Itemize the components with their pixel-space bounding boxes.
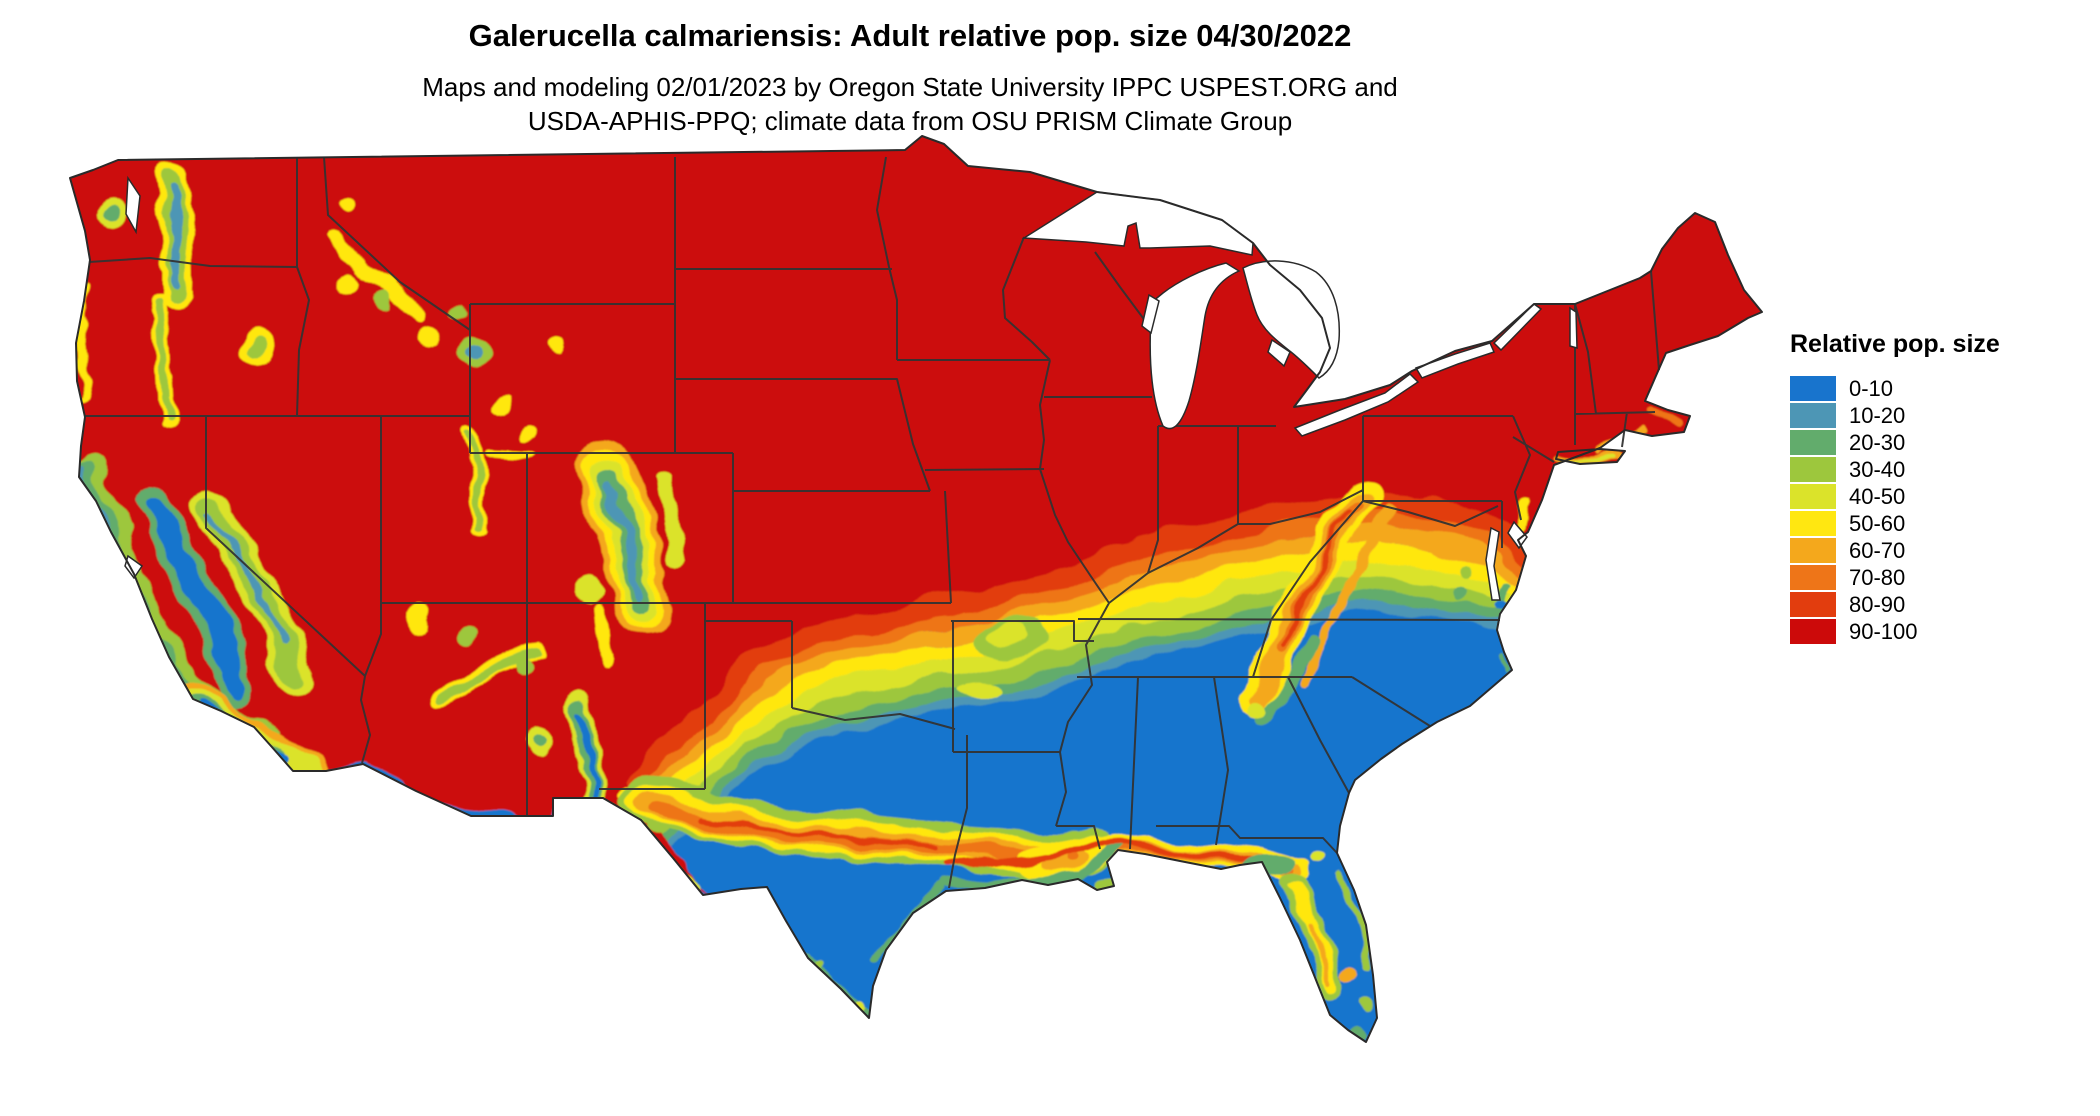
legend-label: 10-20 [1849, 402, 1906, 428]
legend-swatch [1790, 619, 1836, 644]
legend-label: 20-30 [1849, 429, 1906, 455]
legend-item: 90-100 [1790, 618, 2090, 645]
lake-erie [1293, 373, 1420, 437]
legend-swatch [1790, 457, 1836, 482]
legend-item: 70-80 [1790, 564, 2090, 591]
legend-swatch [1790, 592, 1836, 617]
legend-label: 60-70 [1849, 537, 1906, 563]
appalachian-band [1237, 481, 1397, 727]
puget-sound [125, 175, 141, 235]
legend-item: 30-40 [1790, 456, 2090, 483]
legend-label: 0-10 [1849, 375, 1894, 401]
legend-label: 50-60 [1849, 510, 1906, 536]
legend-label: 80-90 [1849, 591, 1906, 617]
page-title: Galerucella calmariensis: Adult relative… [468, 18, 1352, 53]
legend-swatch [1790, 511, 1836, 536]
san-francisco-bay [124, 554, 144, 580]
delaware-bay [1507, 520, 1528, 550]
legend-swatch [1790, 484, 1836, 509]
lake-ontario [1414, 342, 1496, 379]
subtitle-line-1: Maps and modeling 02/01/2023 by Oregon S… [422, 72, 1398, 102]
legend-swatch [1790, 538, 1836, 563]
legend-item: 0-10 [1790, 375, 2090, 402]
legend-items: 0-10 10-20 20-30 30-40 40-50 50-60 60-70 70-80 8… [1790, 375, 2090, 645]
legend-label: 90-100 [1849, 618, 1918, 644]
population-color-field [70, 136, 1762, 1042]
saginaw-bay [1267, 338, 1291, 368]
header: Galerucella calmariensis: Adult relative… [0, 18, 1820, 139]
legend-swatch [1790, 403, 1836, 428]
legend-item: 10-20 [1790, 402, 2090, 429]
state-borders [84, 156, 1660, 889]
great-lakes [124, 175, 1578, 601]
legend-label: 70-80 [1849, 564, 1906, 590]
us-outline [69, 135, 1763, 1043]
legend-swatch [1790, 430, 1836, 455]
legend-label: 30-40 [1849, 456, 1906, 482]
chesapeake-bay [1485, 526, 1501, 601]
legend: Relative pop. size 0-10 10-20 20-30 30-40 40… [1790, 330, 2090, 645]
legend-item: 20-30 [1790, 429, 2090, 456]
legend-title: Relative pop. size [1790, 330, 2000, 358]
legend-item: 40-50 [1790, 483, 2090, 510]
legend-swatch [1790, 376, 1836, 401]
legend-item: 60-70 [1790, 537, 2090, 564]
legend-item: 80-90 [1790, 591, 2090, 618]
lake-champlain [1569, 306, 1578, 350]
legend-label: 40-50 [1849, 483, 1906, 509]
legend-item: 50-60 [1790, 510, 2090, 537]
lake-michigan [1149, 262, 1241, 430]
subtitle-line-2: USDA-APHIS-PPQ; climate data from OSU PR… [527, 106, 1293, 137]
lake-huron [1242, 260, 1341, 379]
green-bay [1141, 293, 1160, 335]
legend-swatch [1790, 565, 1836, 590]
